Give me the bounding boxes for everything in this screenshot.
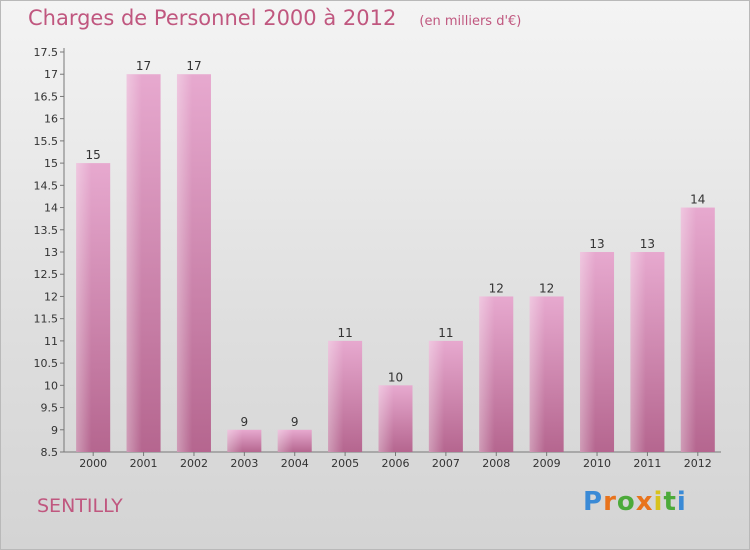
data-label: 9	[291, 415, 299, 429]
y-tick-label: 17.5	[34, 46, 59, 59]
data-label: 10	[388, 370, 403, 384]
y-tick-label: 8.5	[41, 446, 59, 459]
bar-highlight	[479, 296, 495, 452]
y-tick-label: 16	[44, 113, 58, 126]
proxiti-logo: Proxiti	[583, 487, 687, 517]
bar-highlight	[76, 163, 92, 452]
logo-letter: r	[603, 487, 617, 517]
y-tick-label: 14	[44, 202, 58, 215]
y-tick-label: 11	[44, 335, 58, 348]
x-tick-label: 2006	[382, 457, 410, 470]
logo-letter: i	[653, 487, 664, 517]
x-tick-label: 2002	[180, 457, 208, 470]
commune-name: SENTILLY	[37, 495, 123, 517]
y-tick-label: 10	[44, 379, 58, 392]
y-tick-label: 11.5	[34, 313, 59, 326]
y-tick-label: 13	[44, 246, 58, 259]
y-tick-label: 14.5	[34, 179, 59, 192]
logo-letter: o	[616, 487, 636, 517]
x-tick-label: 2011	[633, 457, 661, 470]
bar-highlight	[529, 296, 545, 452]
bar-highlight	[227, 429, 243, 452]
x-tick-label: 2007	[432, 457, 460, 470]
data-label: 12	[489, 281, 504, 295]
data-label: 17	[186, 59, 201, 73]
x-tick-label: 2004	[281, 457, 309, 470]
y-tick-label: 10.5	[34, 357, 59, 370]
data-label: 11	[438, 326, 453, 340]
logo-letter: i	[676, 487, 687, 517]
bar-highlight	[428, 340, 445, 452]
data-label: 15	[86, 148, 101, 162]
data-label: 14	[690, 193, 705, 207]
y-tick-label: 15.5	[34, 135, 59, 148]
title-row: Charges de Personnel 2000 à 2012 (en mil…	[28, 6, 521, 30]
bar-highlight	[328, 340, 344, 452]
bar-highlight	[630, 252, 646, 452]
data-label: 9	[241, 415, 249, 429]
bar-highlight	[580, 252, 596, 452]
logo-letter: x	[635, 487, 654, 517]
y-tick-label: 13.5	[34, 224, 59, 237]
data-label: 13	[640, 237, 655, 251]
x-tick-label: 2010	[583, 457, 611, 470]
bar-highlight	[126, 74, 142, 452]
x-tick-label: 2012	[684, 457, 712, 470]
chart-title: Charges de Personnel 2000 à 2012	[28, 6, 397, 30]
y-tick-label: 17	[44, 68, 58, 81]
bar-chart: 8.5 9 9.5 10 10.5 11 11.5 12 12.5 13 13.5 14 14.5 15 1…	[34, 46, 721, 470]
data-label: 17	[136, 59, 151, 73]
x-tick-label: 2009	[533, 457, 561, 470]
logo-letter: P	[583, 487, 604, 517]
x-tick-label: 2000	[79, 457, 107, 470]
y-tick-label: 9	[51, 424, 58, 437]
logo-letter: t	[663, 487, 677, 517]
y-tick-label: 15	[44, 157, 58, 170]
y-tick-label: 16.5	[34, 90, 59, 103]
x-tick-label: 2008	[482, 457, 510, 470]
bar-highlight	[378, 385, 394, 452]
data-label: 12	[539, 281, 554, 295]
y-tick-label: 12	[44, 290, 58, 303]
x-tick-label: 2003	[230, 457, 258, 470]
x-tick-label: 2005	[331, 457, 359, 470]
x-tick-label: 2001	[130, 457, 158, 470]
bar-highlight	[176, 74, 193, 452]
y-tick-label: 9.5	[41, 402, 59, 415]
bar-highlight	[680, 207, 697, 452]
data-label: 11	[337, 326, 352, 340]
y-tick-label: 12.5	[34, 268, 59, 281]
chart-subtitle: (en milliers d'€)	[419, 14, 522, 29]
bar-highlight	[277, 429, 294, 452]
data-label: 13	[589, 237, 604, 251]
